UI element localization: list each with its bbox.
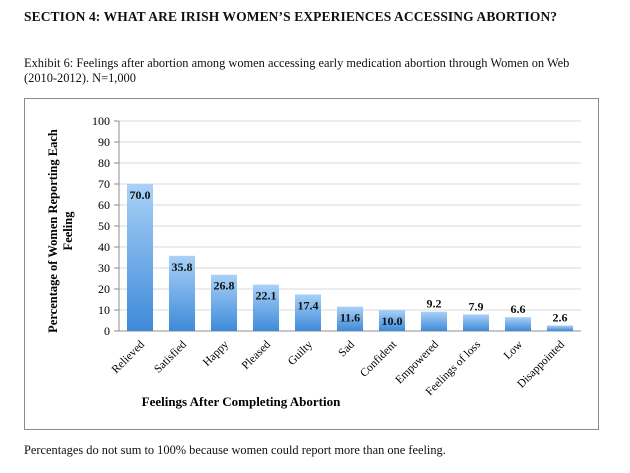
x-tick-label: Confident (358, 338, 400, 380)
y-tick-label: 20 (98, 282, 110, 296)
x-tick-label: Pleased (240, 338, 274, 372)
bar-relieved (126, 184, 154, 331)
data-label: 6.6 (511, 302, 526, 316)
gridlines (114, 120, 581, 332)
bars (126, 184, 574, 331)
bar-sad (336, 306, 364, 331)
data-label: 22.1 (256, 289, 277, 303)
data-labels: 70.0 35.8 26.8 22.1 17.4 11.6 10.0 9.2 7.9 6.6 2.6 (130, 188, 568, 328)
x-tick-label: Low (502, 338, 526, 362)
y-tick-label: 80 (98, 156, 110, 170)
x-tick-labels: Relieved Satisfied Happy Pleased Guilty Sad Co… (110, 338, 568, 398)
footnote: Percentages do not sum to 100% because w… (24, 443, 446, 457)
y-tick-label: 30 (98, 261, 110, 275)
section-heading: SECTION 4: WHAT ARE IRISH WOMEN’S EXPERI… (24, 9, 558, 24)
bar-low (504, 317, 532, 331)
bar-confident (378, 310, 406, 331)
data-label: 17.4 (298, 298, 319, 312)
data-label: 11.6 (340, 311, 360, 325)
y-tick-label: 90 (98, 135, 110, 149)
y-tick-label: 60 (98, 198, 110, 212)
data-label: 35.8 (172, 260, 193, 274)
chart-container: 70.0 35.8 26.8 22.1 17.4 11.6 10.0 9.2 7.9 6.6 2.6… (24, 98, 599, 430)
x-tick-label: Satisfied (152, 338, 189, 375)
data-label: 10.0 (382, 314, 403, 328)
data-label: 7.9 (469, 299, 484, 313)
bar-happy (210, 274, 238, 331)
y-tick-label: 70 (98, 177, 110, 191)
bar-chart: 70.0 35.8 26.8 22.1 17.4 11.6 10.0 9.2 7.9 6.6 2.6… (46, 114, 581, 409)
y-tick-label: 50 (98, 219, 110, 233)
bar-feelings-of-loss (462, 314, 490, 331)
x-tick-label: Happy (201, 338, 231, 368)
x-axis-label: Feelings After Completing Abortion (142, 394, 341, 409)
y-tick-label: 100 (92, 114, 110, 128)
bar-empowered (420, 311, 448, 331)
data-label: 2.6 (553, 311, 568, 325)
exhibit-caption: Exhibit 6: Feelings after abortion among… (24, 56, 570, 85)
x-tick-label: Guilty (286, 338, 315, 367)
x-tick-label: Sad (336, 338, 357, 359)
bar-pleased (252, 284, 280, 331)
bar-disappointed (546, 325, 574, 331)
bar-guilty (294, 294, 322, 331)
bar-satisfied (168, 255, 196, 331)
data-label: 26.8 (214, 279, 235, 293)
x-tick-label: Relieved (110, 338, 148, 376)
y-tick-label: 10 (98, 303, 110, 317)
y-tick-label: 0 (104, 324, 110, 338)
data-label: 70.0 (130, 188, 151, 202)
y-axis-label: Percentage of Women Reporting EachFeelin… (46, 129, 75, 333)
data-label: 9.2 (427, 297, 442, 311)
y-tick-label: 40 (98, 240, 110, 254)
y-tick-labels: 0 10 20 30 40 50 60 70 80 90 100 (92, 114, 110, 338)
